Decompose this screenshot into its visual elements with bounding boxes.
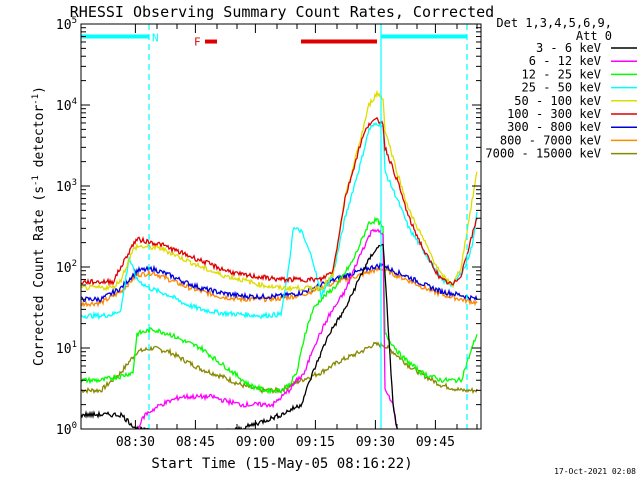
x-axis-label: Start Time (15-May-05 08:16:22) xyxy=(151,456,412,472)
x-tick-label: 08:45 xyxy=(176,435,215,450)
legend-header-det: Det 1,3,4,5,6,9, xyxy=(496,16,612,30)
chart-title: RHESSI Observing Summary Count Rates, Co… xyxy=(70,3,494,21)
plot-frame xyxy=(80,23,482,430)
x-tick-label: 09:00 xyxy=(236,435,275,450)
x-tick-label: 09:30 xyxy=(356,435,395,450)
legend-label: 12 - 25 keV xyxy=(522,67,601,81)
legend-label: 7000 - 15000 keV xyxy=(485,147,601,161)
legend-label: 100 - 300 keV xyxy=(507,107,601,121)
x-tick-label: 09:15 xyxy=(296,435,335,450)
y-tick-label: 103 xyxy=(56,178,77,195)
series-line xyxy=(136,228,399,429)
legend-label: 300 - 800 keV xyxy=(507,120,601,134)
series-line xyxy=(81,340,478,395)
legend-label: 6 - 12 keV xyxy=(529,54,601,68)
series-line xyxy=(81,89,478,293)
x-tick-label: 09:45 xyxy=(416,435,455,450)
flag-n: N xyxy=(152,32,159,45)
legend-label: 25 - 50 keV xyxy=(522,81,601,95)
series-line xyxy=(81,266,478,308)
legend-label: 3 - 6 keV xyxy=(536,41,601,55)
footer-date: 17-Oct-2021 02:08 xyxy=(554,467,636,476)
series-line xyxy=(81,243,399,429)
x-tick-label: 08:30 xyxy=(116,435,155,450)
y-tick-label: 104 xyxy=(56,97,77,114)
y-tick-label: 101 xyxy=(56,340,77,357)
y-tick-label: 102 xyxy=(56,259,77,276)
series-line xyxy=(81,262,478,303)
y-axis-label: Corrected Count Rate (s-1 detector-1) xyxy=(31,86,47,366)
series-line xyxy=(81,216,478,395)
y-tick-label: 105 xyxy=(56,16,77,33)
flag-f: F xyxy=(194,36,201,49)
legend-label: 800 - 7000 keV xyxy=(500,133,601,147)
series-line xyxy=(81,116,478,287)
y-tick-label: 100 xyxy=(56,421,77,438)
legend-header-att: Att 0 xyxy=(576,29,612,43)
legend-label: 50 - 100 keV xyxy=(514,94,601,108)
series-line xyxy=(81,120,478,321)
